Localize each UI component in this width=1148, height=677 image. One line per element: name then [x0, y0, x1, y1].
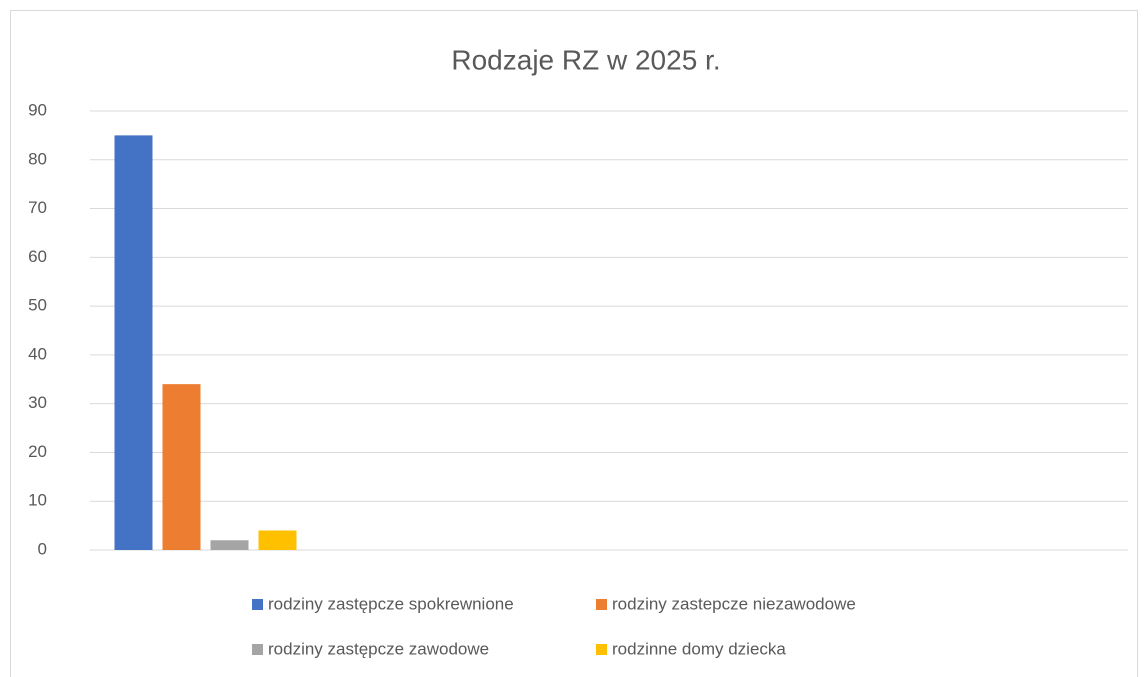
legend-label: rodziny zastępcze zawodowe	[268, 639, 489, 658]
legend-swatch	[596, 644, 607, 655]
bar	[114, 135, 153, 550]
legend-swatch	[252, 599, 263, 610]
y-tick-label: 10	[28, 491, 47, 510]
chart-border	[10, 10, 1138, 677]
legend-swatch	[596, 599, 607, 610]
y-tick-label: 90	[28, 100, 47, 119]
y-tick-label: 80	[28, 149, 47, 168]
bar	[162, 384, 201, 550]
chart-title: Rodzaje RZ w 2025 r.	[451, 44, 720, 75]
legend-label: rodzinne domy dziecka	[612, 639, 786, 658]
y-tick-label: 70	[28, 198, 47, 217]
y-tick-label: 60	[28, 247, 47, 266]
bar	[258, 530, 297, 550]
y-tick-label: 20	[28, 442, 47, 461]
y-tick-label: 40	[28, 344, 47, 363]
legend-label: rodziny zastępcze spokrewnione	[268, 594, 514, 613]
y-tick-label: 30	[28, 393, 47, 412]
y-tick-label: 50	[28, 296, 47, 315]
bar	[210, 540, 249, 550]
legend-label: rodziny zastepcze niezawodowe	[612, 594, 856, 613]
y-tick-label: 0	[38, 539, 47, 558]
legend-swatch	[252, 644, 263, 655]
